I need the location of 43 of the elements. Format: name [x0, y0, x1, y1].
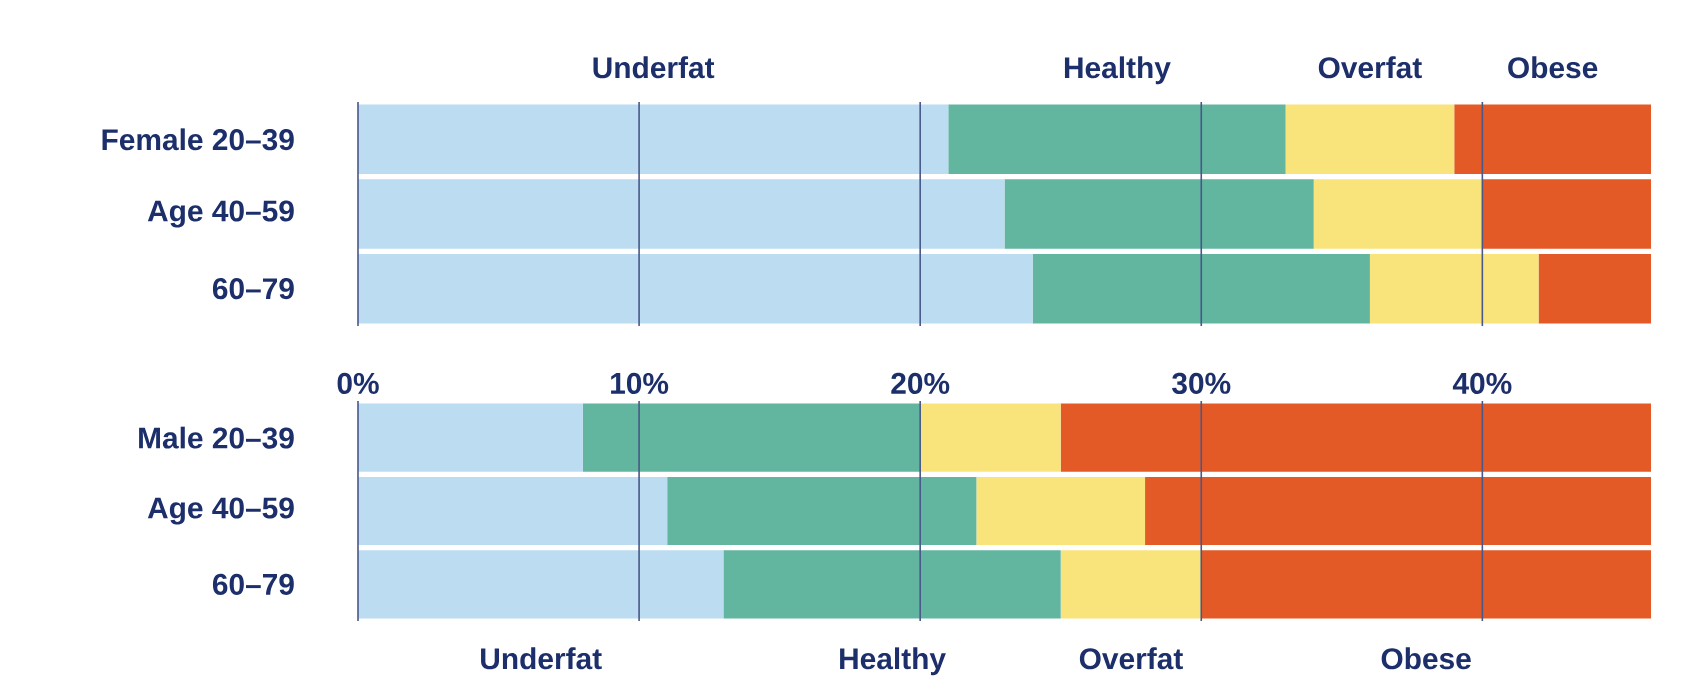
bar — [976, 476, 1146, 546]
bar — [1369, 253, 1539, 324]
series-label: Obese — [1381, 647, 1471, 670]
y-tick-label: Age 40–59 — [147, 497, 294, 525]
bar — [1032, 253, 1370, 324]
series-label: Underfat — [593, 56, 715, 79]
bar — [358, 253, 1033, 324]
series-label: Overfat — [1079, 647, 1183, 670]
series-label: Obese — [1508, 56, 1598, 79]
bar — [358, 104, 949, 175]
bar — [1060, 403, 1651, 472]
bar — [1060, 550, 1202, 619]
series-label: Underfat — [481, 647, 602, 670]
bar — [582, 403, 921, 472]
bar — [358, 550, 724, 619]
bar — [1454, 104, 1652, 175]
bar — [667, 476, 977, 546]
bar — [948, 104, 1286, 175]
bar — [1145, 476, 1651, 546]
x-tick-label: 40% — [1452, 372, 1512, 394]
bar — [1538, 253, 1652, 324]
x-tick-label: 10% — [611, 372, 669, 394]
bar — [723, 550, 1061, 619]
x-tick-label: 20% — [891, 372, 950, 394]
y-tick-label: 60–79 — [212, 278, 294, 300]
y-tick-label: Female 20–39 — [102, 128, 294, 151]
y-tick-label: Age 40–59 — [147, 200, 294, 228]
series-label: Healthy — [1064, 56, 1171, 85]
bar — [1004, 179, 1314, 249]
x-tick-label: 30% — [1172, 372, 1231, 394]
series-label: Overfat — [1318, 56, 1422, 79]
bar — [920, 403, 1061, 472]
series-label: Healthy — [840, 647, 946, 676]
bar — [1482, 179, 1652, 249]
bar — [1313, 179, 1483, 249]
bar — [1285, 104, 1455, 175]
x-tick-label: 0% — [337, 372, 379, 394]
bar — [1201, 550, 1651, 619]
y-tick-label: Male 20–39 — [139, 426, 294, 449]
bar — [358, 476, 668, 546]
bar — [358, 179, 1005, 249]
y-tick-label: 60–79 — [212, 573, 294, 595]
bar — [358, 403, 583, 472]
